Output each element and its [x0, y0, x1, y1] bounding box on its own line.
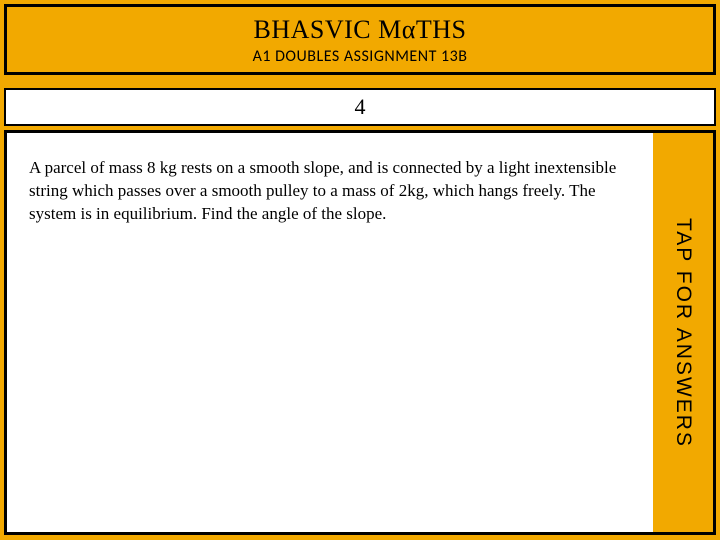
- tap-sidebar[interactable]: TAP FOR ANSWERS: [653, 133, 713, 532]
- page-title: BHASVIC MαTHS: [7, 15, 713, 45]
- tap-for-answers-label: TAP FOR ANSWERS: [671, 218, 695, 448]
- question-number: 4: [355, 94, 366, 119]
- content-box: A parcel of mass 8 kg rests on a smooth …: [4, 130, 716, 535]
- question-number-box: 4: [4, 88, 716, 126]
- header-box: BHASVIC MαTHS A1 DOUBLES ASSIGNMENT 13B: [4, 4, 716, 75]
- question-panel: A parcel of mass 8 kg rests on a smooth …: [7, 133, 653, 532]
- page-subtitle: A1 DOUBLES ASSIGNMENT 13B: [7, 47, 713, 66]
- question-text: A parcel of mass 8 kg rests on a smooth …: [29, 157, 631, 226]
